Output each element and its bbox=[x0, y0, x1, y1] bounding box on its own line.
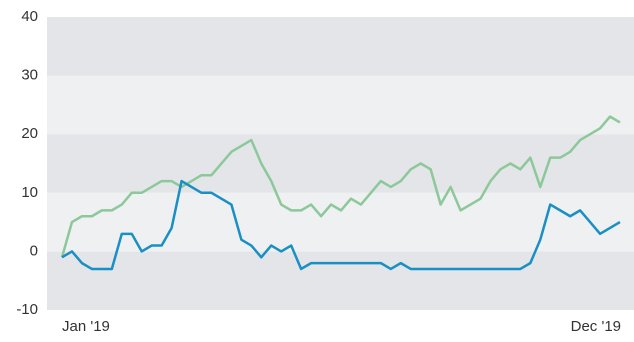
x-tick-label: Jan '19 bbox=[62, 318, 110, 335]
x-tick-label: Dec '19 bbox=[571, 318, 621, 335]
y-tick-label: 10 bbox=[21, 184, 38, 201]
data-line bbox=[61, 179, 621, 271]
band bbox=[47, 17, 634, 76]
band bbox=[47, 192, 634, 252]
y-tick-label: -10 bbox=[16, 301, 38, 318]
y-tick-label: 20 bbox=[21, 125, 38, 142]
band bbox=[47, 134, 634, 193]
band bbox=[47, 251, 634, 310]
y-tick-label: 40 bbox=[21, 8, 38, 25]
y-tick-label: 30 bbox=[21, 67, 38, 84]
data-line bbox=[60, 115, 621, 258]
band bbox=[47, 75, 634, 135]
y-tick-label: 0 bbox=[30, 242, 38, 259]
